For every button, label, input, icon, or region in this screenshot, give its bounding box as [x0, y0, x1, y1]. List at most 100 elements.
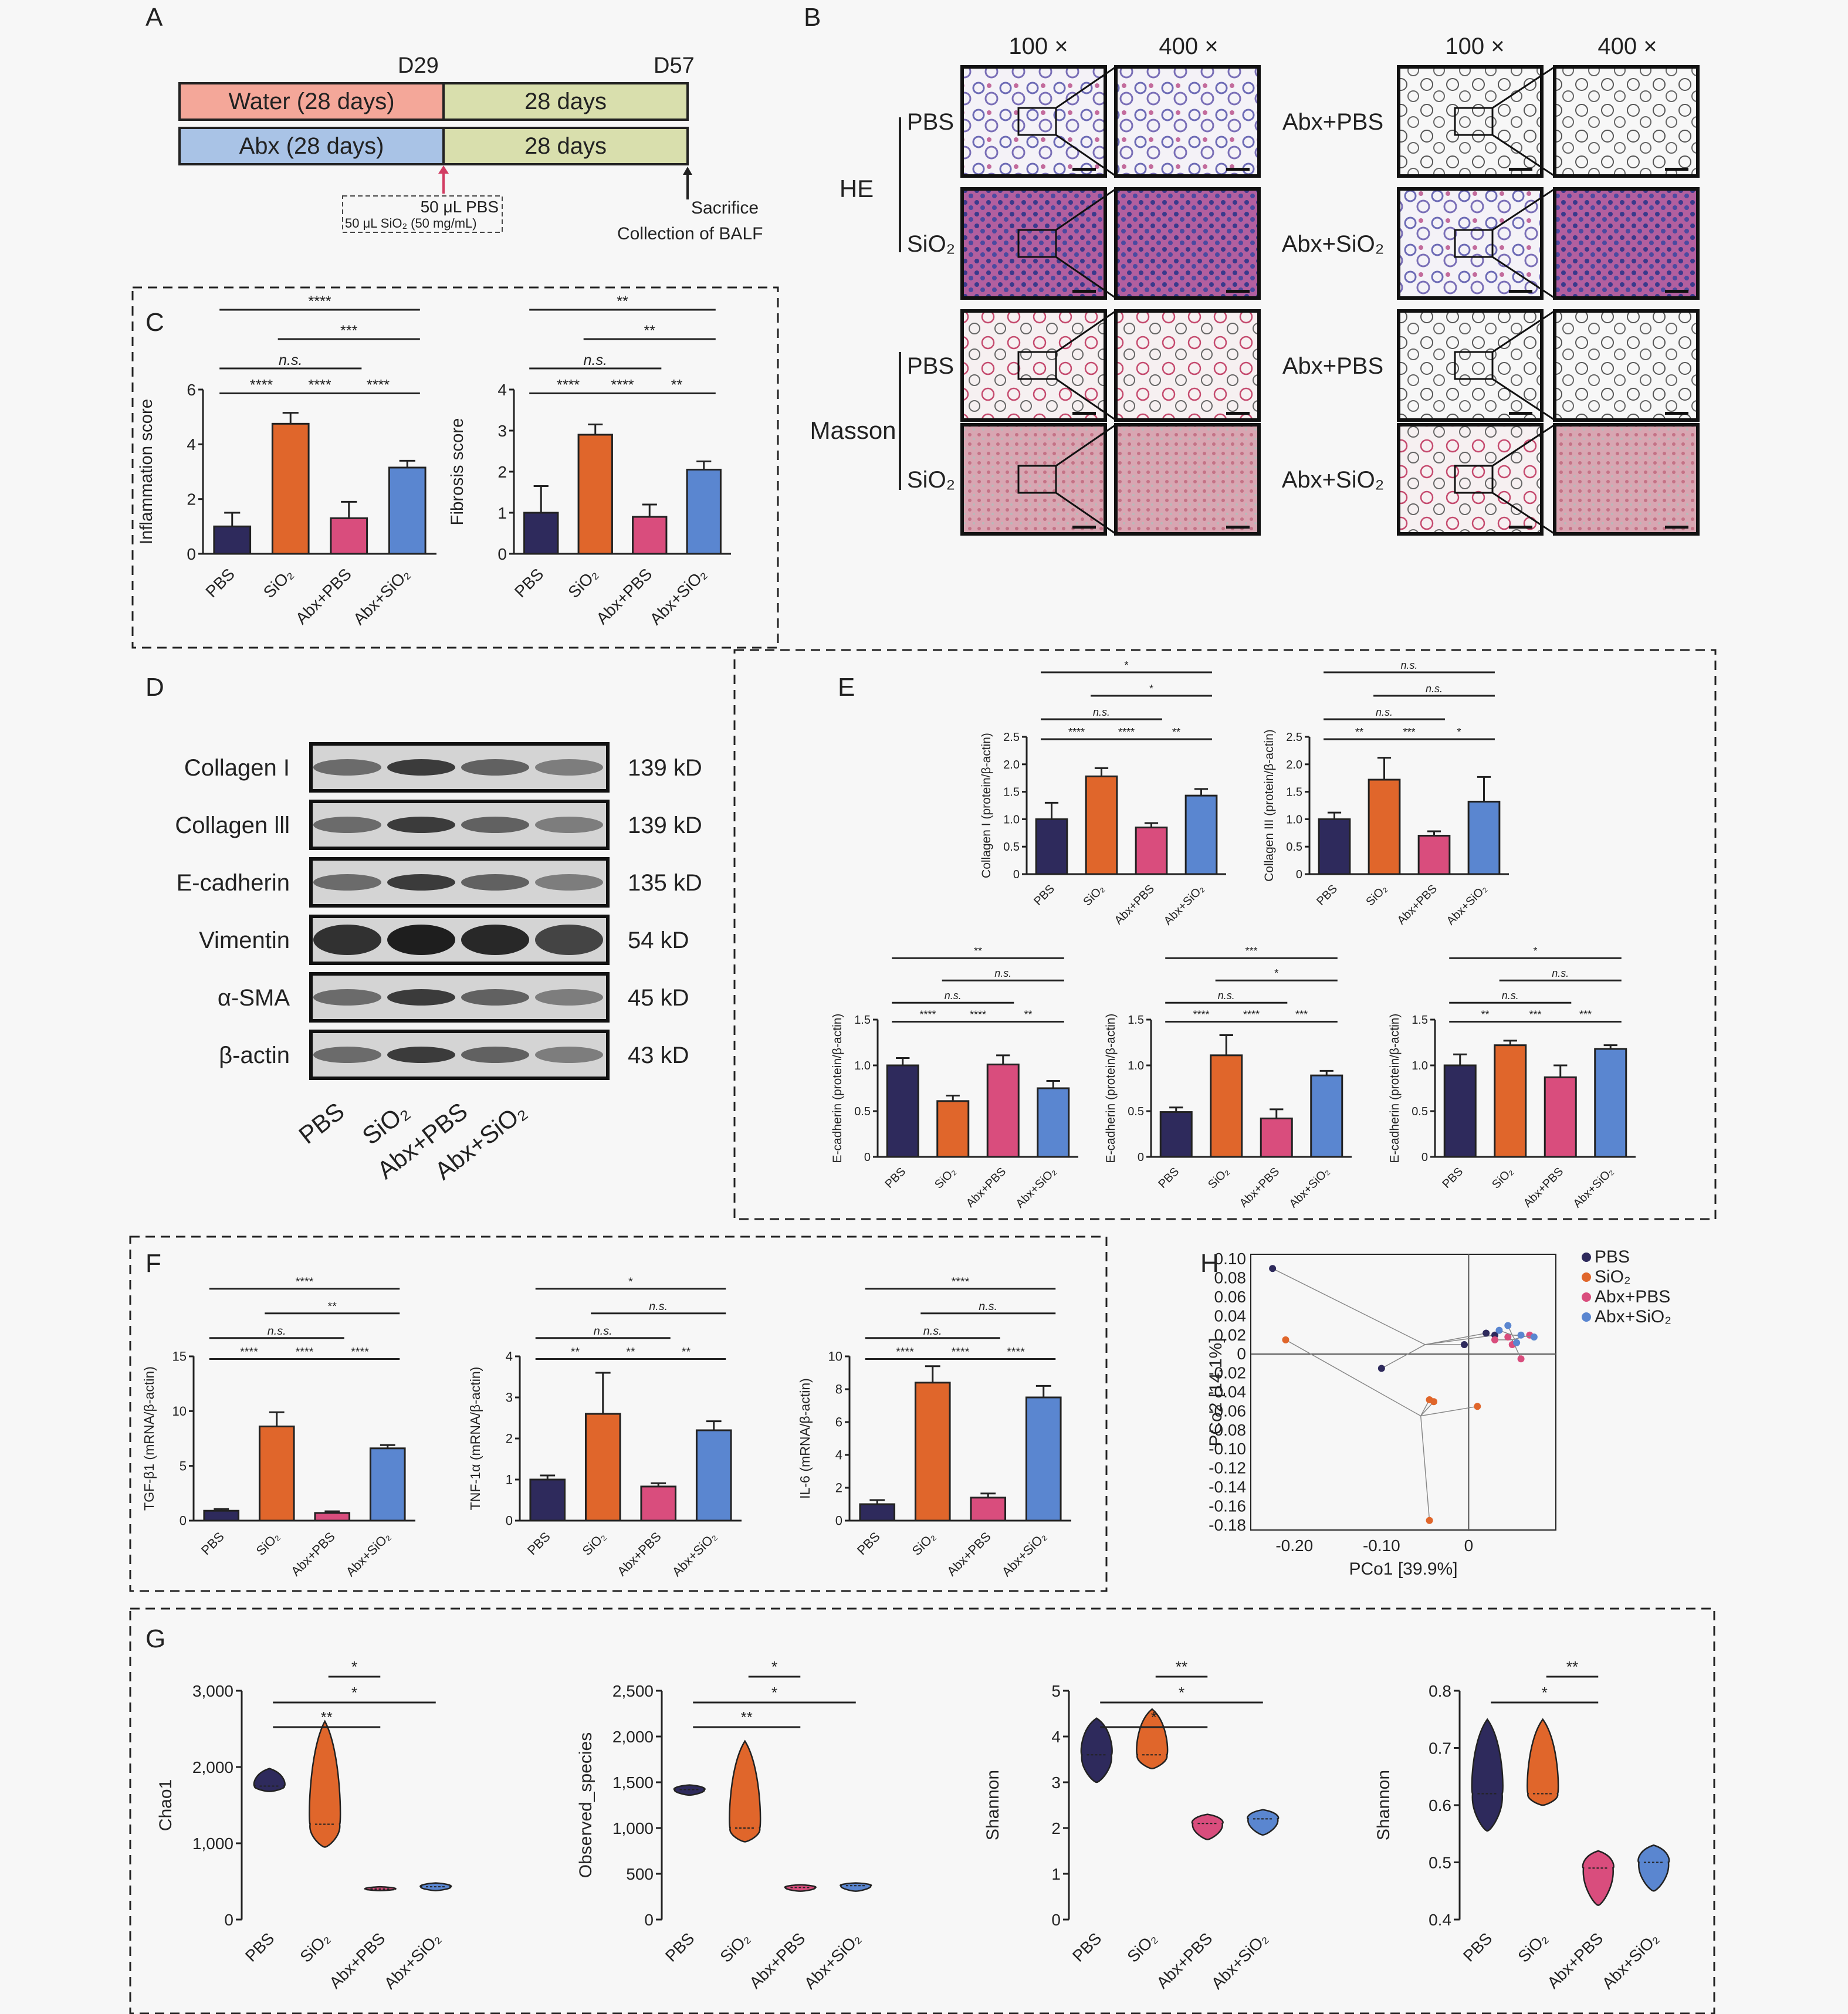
zoom-box-r2-2	[1454, 229, 1494, 258]
chartE5-xlabel-2: Abx+PBS	[1521, 1165, 1566, 1210]
chartC2-xlabel-3: Abx+SiO₂	[647, 565, 710, 628]
chartF2-bar-0	[529, 1478, 566, 1522]
chartF2-sig-label-3: **	[571, 1346, 580, 1359]
chartE1-ytick-label-5: 2.5	[1003, 731, 1020, 744]
chartE4-bar-2	[1260, 1117, 1293, 1158]
zoom-line-bottom-r2-1	[1055, 256, 1116, 299]
chartF2-xlabel-0: PBS	[524, 1529, 553, 1558]
scale-bar-r2c2	[1226, 290, 1250, 293]
chartE2-ytick-label-4: 2.0	[1286, 759, 1302, 771]
pcoa-xtick-2: 0	[1464, 1536, 1474, 1555]
histology-image-r3c1	[960, 309, 1107, 422]
chart-ecadherin-3: 0 0.5 1.0 1.5 PBS SiO₂ Abx+PBS Abx+SiO₂ E-cadher…	[1388, 945, 1636, 1210]
pcoa-spoke-0-1	[1381, 1344, 1426, 1369]
chartF3-sig-label-5: ****	[1007, 1346, 1025, 1359]
chartC2-bar-1	[577, 434, 613, 555]
chartE2-ytick-label-5: 2.5	[1286, 731, 1302, 744]
histology-image-r1c4	[1553, 65, 1700, 178]
pcoa-point-1-3	[1474, 1403, 1481, 1410]
chartE4-sig-label-2: n.s.	[1218, 990, 1235, 1001]
blot-band-3-2	[387, 874, 455, 891]
chartC1-bar-1	[271, 422, 310, 555]
pcoa-spoke-1-3	[1420, 1406, 1478, 1417]
chartC2-ytick-label-4: 4	[497, 381, 507, 399]
scale-bar-r1c3	[1509, 168, 1532, 171]
chartF1-xlabel-1: SiO₂	[253, 1529, 283, 1558]
chartF1-xlabel-3: Abx+SiO₂	[343, 1529, 394, 1579]
chartG2-sig-label-2: **	[741, 1708, 753, 1726]
row-label-right-2: Abx+SiO₂	[1282, 231, 1385, 257]
pcoa-legend-label-1: SiO₂	[1595, 1267, 1631, 1287]
day-29-label: D29	[398, 53, 439, 78]
chartF2-bar-1	[584, 1413, 621, 1522]
scale-bar-r4c3	[1509, 526, 1532, 529]
chartC1-sig-label-1: ***	[340, 323, 358, 339]
chartG3-sig-label-0: **	[1176, 1658, 1187, 1675]
histology-image-r2c3	[1397, 187, 1544, 300]
water-label: Water (28 days)	[228, 89, 394, 114]
blot-band-1-3	[461, 759, 529, 776]
pcoa-ytick-10: -0.10	[1209, 1440, 1246, 1458]
scale-bar-r2c4	[1665, 290, 1688, 293]
panel-a: A D29 D57 Water (28 days) 28 days Abx (2…	[145, 3, 763, 243]
row-label-left-1: PBS	[907, 109, 954, 135]
chartF1-sig-label-4: ****	[296, 1346, 314, 1359]
western-blots: Collagen I 139 kD Collagen lll 139 kD E-cadh…	[175, 742, 702, 1185]
chartC1-ytick-label-3: 6	[187, 381, 196, 399]
chartG4-ytick-label-4: 0.8	[1429, 1682, 1451, 1700]
chartC2-ytick-label-0: 0	[497, 545, 507, 563]
blot-band-3-1	[313, 874, 381, 891]
chartE1-bar-1	[1085, 775, 1118, 875]
zoom-line-top-r1-1	[1055, 66, 1116, 109]
chartE4-bar-0	[1159, 1111, 1193, 1158]
chartG1-sig-label-1: *	[351, 1684, 357, 1701]
chartE1-sig-label-0: *	[1124, 659, 1128, 671]
chartG2-ylabel: Observed_species	[576, 1732, 595, 1878]
chartC1-sig-label-3: ****	[250, 377, 273, 394]
panel-g-frame	[129, 1607, 1715, 2014]
chartG1-xlabel-0: PBS	[242, 1929, 278, 1965]
zoom-box-r3-1	[1017, 351, 1057, 380]
chartG4-xlabel-0: PBS	[1460, 1929, 1496, 1965]
histology-image-r1c3	[1397, 65, 1544, 178]
pcoa-spoke-1-4	[1420, 1416, 1430, 1521]
pcoa-ytick-7: -0.04	[1209, 1383, 1246, 1401]
blot-band-5-1	[313, 989, 381, 1006]
stain-masson-label: Masson	[810, 417, 896, 444]
chartE5-bar-2	[1544, 1076, 1577, 1158]
blot-kd-3: 135 kD	[628, 870, 702, 896]
chartE3-ylabel: E-cadherin (protein/β-actin)	[831, 1014, 844, 1163]
chartG4-ylabel: Shannon	[1374, 1770, 1393, 1840]
mag-left-100: 100 ×	[1008, 33, 1068, 59]
zoom-box-r2-1	[1017, 229, 1057, 258]
chartE3-sig-label-1: n.s.	[994, 967, 1011, 979]
chartF2-bar-2	[640, 1485, 677, 1522]
chartF3-xlabel-0: PBS	[854, 1529, 883, 1558]
chartE3-sig-label-3: ****	[919, 1009, 936, 1021]
chartG3-ytick-label-2: 2	[1051, 1819, 1061, 1837]
chartG2-sig-label-0: *	[771, 1658, 777, 1675]
pcoa-spoke-0-3	[1425, 1332, 1487, 1345]
chartG1-violin-0	[253, 1768, 286, 1792]
chartG4-violin-2	[1582, 1850, 1615, 1906]
pcoa-point-0-0	[1269, 1265, 1277, 1272]
chartG4-ytick-label-1: 0.5	[1429, 1854, 1451, 1872]
chartE5-sig-label-1: n.s.	[1552, 967, 1569, 979]
zoom-box-r4-1	[1017, 465, 1057, 494]
histology-image-r3c4	[1553, 309, 1700, 422]
chartC1-xlabel-3: Abx+SiO₂	[350, 565, 413, 628]
chartF3-sig-label-0: ****	[952, 1275, 970, 1288]
pcoa-point-0-3	[1483, 1329, 1490, 1337]
pcoa-point-3-1	[1504, 1322, 1512, 1329]
chartF3-ytick-label-1: 2	[835, 1481, 842, 1495]
chartF2-sig-label-1: n.s.	[649, 1300, 668, 1313]
chartF3-xlabel-1: SiO₂	[909, 1529, 939, 1558]
chartF1-ytick-label-1: 5	[180, 1458, 187, 1473]
pcoa-legend-dot-1	[1582, 1272, 1591, 1282]
row-label-right-3: Abx+PBS	[1282, 353, 1383, 379]
chartE1-ytick-label-4: 2.0	[1003, 759, 1020, 771]
blot-band-5-3	[461, 989, 529, 1006]
